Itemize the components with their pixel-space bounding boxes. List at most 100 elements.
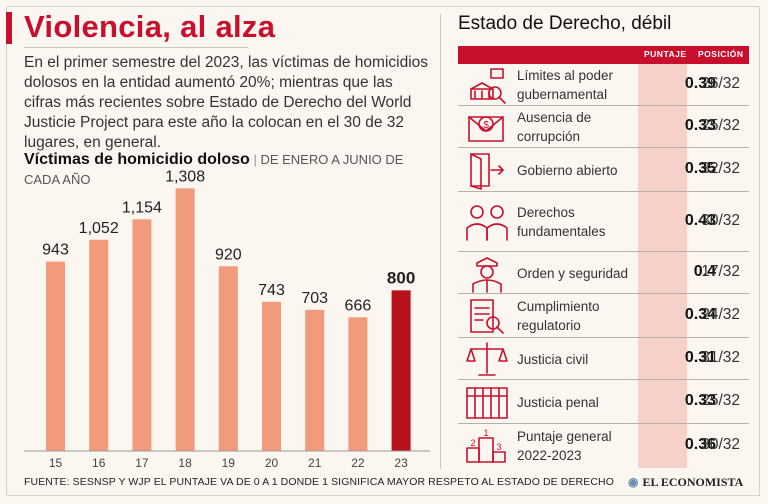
regulatory-document-icon	[462, 296, 512, 336]
row-label: Justicia penal	[517, 394, 599, 410]
svg-text:$: $	[483, 120, 489, 131]
row-divider	[458, 147, 749, 148]
col-position-header: POSICIÓN	[698, 49, 744, 59]
scales-justice-icon	[462, 339, 512, 379]
data-label-20: 743	[258, 282, 285, 299]
table-row: 1 2 3 Puntaje general 2022-2023 0.36 30/32	[458, 424, 749, 468]
tick-label-20: 20	[265, 456, 279, 470]
brand-logo: ◉ EL ECONOMISTA	[628, 475, 743, 490]
svg-text:2: 2	[470, 438, 475, 448]
row-label: Derechos fundamentales	[517, 205, 606, 239]
row-score: 0.33	[684, 117, 716, 134]
vertical-divider	[440, 14, 441, 469]
row-position: 25/32	[701, 117, 740, 134]
row-divider	[458, 105, 749, 106]
table-row: Justicia civil 0.31 31/32	[458, 338, 749, 380]
row-label: Puntaje general 2022-2023	[517, 429, 612, 463]
data-label-16: 1,052	[79, 220, 119, 237]
row-position: 30/32	[701, 212, 740, 229]
row-label: Límites al poder gubernamental	[517, 68, 614, 102]
chart-title-separator: |	[253, 152, 261, 167]
row-score: 0.33	[684, 392, 716, 409]
col-score-header: PUNTAJE	[644, 49, 687, 59]
data-label-15: 943	[42, 242, 69, 259]
table-row: Orden y seguridad 0.4 17/32	[458, 252, 749, 294]
table-row: Derechos fundamentales 0.43 30/32	[458, 192, 749, 252]
globe-icon: ◉	[628, 475, 639, 489]
bar-18	[175, 188, 195, 451]
table-row: Justicia penal 0.33 25/32	[458, 380, 749, 424]
tick-label-22: 22	[351, 456, 365, 470]
row-score: 0.35	[684, 160, 716, 177]
bar-23	[391, 290, 411, 451]
row-score: 0.34	[684, 306, 716, 323]
row-label: Orden y seguridad	[517, 265, 629, 281]
tick-label-17: 17	[135, 456, 149, 470]
row-divider	[458, 293, 749, 294]
open-door-icon	[462, 150, 512, 190]
row-divider	[458, 337, 749, 338]
intro-paragraph: En el primer semestre del 2023, las víct…	[24, 54, 429, 151]
row-position: 26/32	[701, 75, 740, 92]
panel-title: Estado de Derecho, débil	[458, 13, 672, 34]
tick-label-21: 21	[308, 456, 322, 470]
data-label-18: 1,308	[165, 168, 205, 185]
table-header: PUNTAJE POSICIÓN	[458, 46, 749, 64]
row-position: 30/32	[701, 436, 740, 453]
data-label-17: 1,154	[122, 199, 162, 216]
row-label: Ausencia de corrupción	[517, 110, 592, 144]
bar-22	[348, 317, 368, 451]
bar-20	[262, 301, 281, 451]
row-score: 0.36	[684, 436, 716, 453]
row-label: Gobierno abierto	[517, 162, 618, 178]
title-rule	[24, 47, 248, 48]
svg-text:3: 3	[496, 442, 501, 452]
table-row: $ Ausencia de corrupción 0.33 25/32	[458, 106, 749, 148]
table-row: Límites al poder gubernamental 0.39 26/32	[458, 64, 749, 106]
row-score: 0.4	[693, 263, 716, 280]
people-rights-icon	[462, 202, 512, 242]
row-divider	[458, 191, 749, 192]
tick-label-15: 15	[49, 456, 63, 470]
tick-label-16: 16	[92, 456, 106, 470]
row-divider	[458, 423, 749, 424]
row-divider	[458, 379, 749, 380]
corruption-envelope-icon: $	[462, 107, 512, 147]
chart-heading: Víctimas de homicidio doloso | DE ENERO …	[24, 150, 424, 190]
bar-15	[46, 261, 65, 451]
table-row: Gobierno abierto 0.35 32/32	[458, 148, 749, 192]
police-officer-icon	[462, 253, 512, 293]
bar-16	[89, 239, 109, 451]
row-position: 17/32	[701, 263, 740, 280]
tick-label-19: 19	[222, 456, 236, 470]
row-position: 31/32	[701, 349, 740, 366]
svg-text:1: 1	[483, 428, 488, 438]
row-position: 32/32	[701, 160, 740, 177]
chart-subtitle: DE ENERO A JUNIO DE CADA AÑO	[24, 152, 404, 187]
frame-border	[6, 6, 760, 496]
row-position: 25/32	[701, 392, 740, 409]
data-label-19: 920	[215, 246, 242, 263]
title-accent-bar	[6, 12, 12, 44]
bar-19	[218, 266, 238, 451]
row-score: 0.43	[684, 212, 716, 229]
tick-label-23: 23	[394, 456, 408, 470]
score-column-highlight	[638, 64, 687, 468]
page-title: Violencia, al alza	[24, 9, 276, 44]
data-label-21: 703	[301, 290, 328, 307]
row-score: 0.39	[684, 75, 716, 92]
government-limits-icon	[462, 65, 512, 105]
bar-chart: 943 15 1,052 16 1,154 17 1,308 18 920 19 743 20 703 2…	[24, 168, 430, 470]
bar-21	[305, 309, 325, 451]
data-label-22: 666	[345, 297, 372, 314]
row-score: 0.31	[684, 349, 716, 366]
table-row: Cumplimiento regulatorio 0.34 24/32	[458, 294, 749, 338]
data-label-23: 800	[387, 268, 415, 287]
source-note: FUENTE: SESNSP Y WJP EL PUNTAJE VA DE 0 …	[24, 476, 614, 488]
prison-bars-icon	[462, 382, 512, 422]
row-label: Cumplimiento regulatorio	[517, 299, 600, 333]
brand-name: EL ECONOMISTA	[642, 475, 744, 489]
tick-label-18: 18	[178, 456, 192, 470]
row-label: Justicia civil	[517, 351, 589, 367]
